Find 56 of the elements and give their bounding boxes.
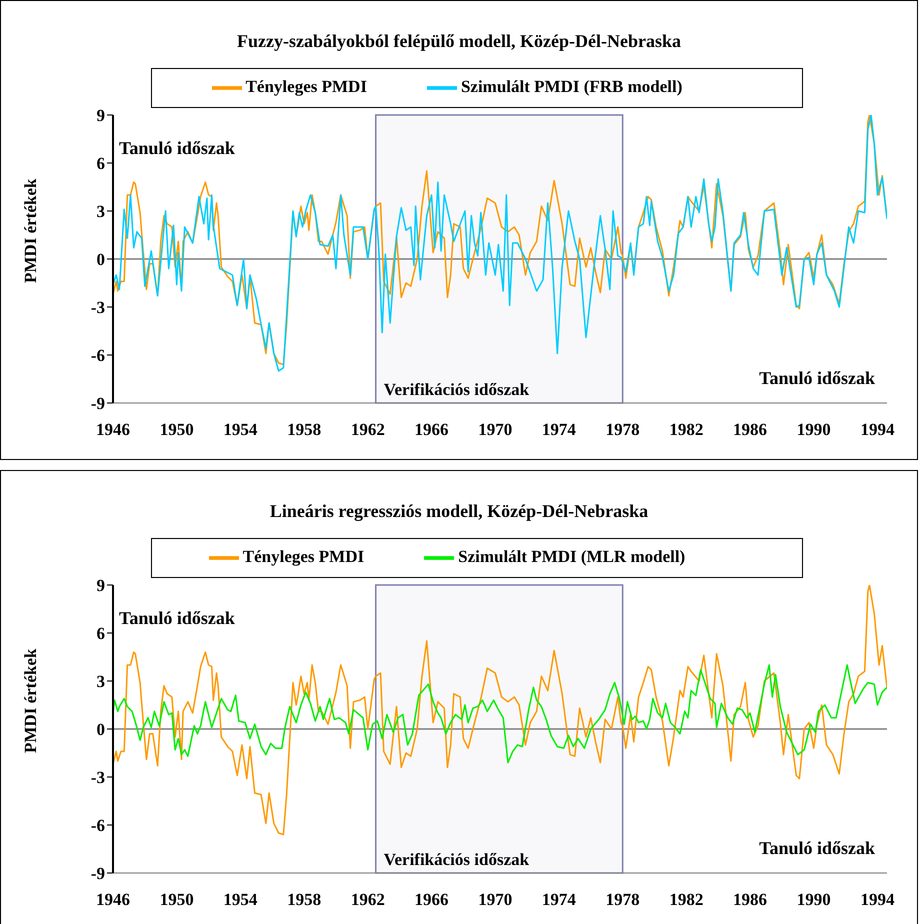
y-tick-label: -9 <box>90 864 105 884</box>
x-tick-label: 1986 <box>733 420 768 440</box>
chart-title: Lineáris regressziós modell, Közép-Dél-Nebraska <box>268 501 650 522</box>
x-tick-label: 1974 <box>542 890 576 910</box>
x-tick-label: 1990 <box>796 420 831 440</box>
band-label: Verifikációs időszak <box>384 850 530 869</box>
x-tick-label: 1994 <box>860 420 895 440</box>
x-tick-label: 1958 <box>287 890 322 910</box>
x-tick-label: 1950 <box>160 890 194 910</box>
x-tick-label: 1986 <box>733 890 768 910</box>
annotation: Tanuló időszak <box>759 838 875 859</box>
legend-label: Tényleges PMDI <box>246 76 367 96</box>
x-tick-label: 1990 <box>796 890 831 910</box>
legend-label: Szimulált PMDI (FRB modell) <box>460 76 682 96</box>
y-tick-label: 6 <box>96 624 105 644</box>
x-tick-label: 1970 <box>478 420 512 440</box>
x-tick-label: 1982 <box>669 420 704 440</box>
y-tick-label: 9 <box>96 576 105 596</box>
x-tick-label: 1978 <box>606 890 640 910</box>
y-tick-label: 3 <box>96 202 105 222</box>
line-series <box>113 664 887 764</box>
annotation: Tanuló időszak <box>759 368 875 389</box>
x-tick-label: 1974 <box>542 420 576 440</box>
x-tick-label: 1970 <box>478 890 512 910</box>
y-tick-label: 0 <box>96 720 105 740</box>
y-axis-title: PMDI értékek <box>21 178 41 283</box>
legend-label: Szimulált PMDI (MLR modell) <box>458 546 686 566</box>
y-tick-label: 3 <box>96 672 105 692</box>
x-tick-label: 1962 <box>350 420 385 440</box>
x-tick-label: 1962 <box>350 890 385 910</box>
line-series <box>113 585 887 836</box>
y-tick-label: -6 <box>90 816 105 836</box>
x-tick-label: 1966 <box>414 420 449 440</box>
annotation: Tanuló időszak <box>119 608 235 629</box>
band-label: Verifikációs időszak <box>384 380 530 399</box>
y-axis-title: PMDI értékek <box>21 648 41 753</box>
x-tick-label: 1994 <box>860 890 895 910</box>
x-tick-label: 1950 <box>160 420 194 440</box>
y-tick-label: -3 <box>90 768 105 788</box>
x-tick-label: 1954 <box>223 890 258 910</box>
chart-title: Fuzzy-szabályokból felépülő modell, Közép-Dél-Nebraska <box>236 31 682 52</box>
x-tick-label: 1946 <box>96 890 130 910</box>
x-tick-label: 1954 <box>223 420 258 440</box>
annotation: Tanuló időszak <box>119 138 235 159</box>
x-tick-label: 1958 <box>287 420 322 440</box>
y-tick-label: -9 <box>90 394 105 414</box>
x-tick-label: 1966 <box>414 890 449 910</box>
y-tick-label: 0 <box>96 250 105 270</box>
x-tick-label: 1982 <box>669 890 704 910</box>
legend-label: Tényleges PMDI <box>242 546 364 566</box>
y-tick-label: 9 <box>96 106 105 126</box>
y-tick-label: -6 <box>90 346 105 366</box>
x-tick-label: 1946 <box>96 420 130 440</box>
y-tick-label: 6 <box>96 154 105 174</box>
x-tick-label: 1978 <box>606 420 640 440</box>
y-tick-label: -3 <box>90 298 105 318</box>
